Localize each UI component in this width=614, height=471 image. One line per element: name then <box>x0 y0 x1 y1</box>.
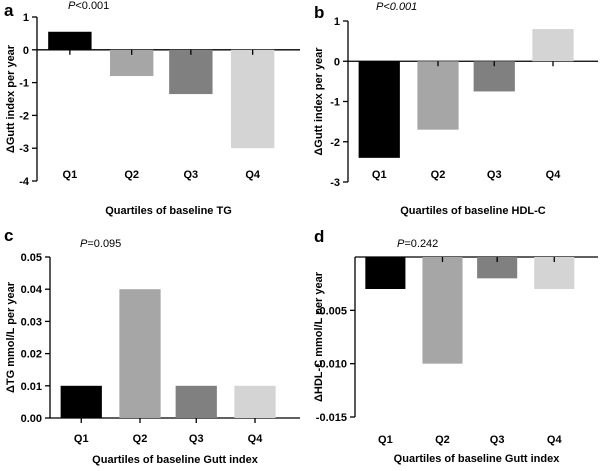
y-tick-label: -1 <box>19 78 29 90</box>
category-label-q1: Q1 <box>372 169 387 181</box>
y-tick-label: -1 <box>330 97 340 109</box>
category-label-q3: Q3 <box>184 169 199 181</box>
chart-panel-d: -0.005 -0.010 -0.015 Q1 Q2 Q3 Q4 Quartiles of b… <box>313 227 598 465</box>
category-label-q3: Q3 <box>487 169 502 181</box>
p-value-annotation: P=0.095 <box>80 238 121 250</box>
category-label-q1: Q1 <box>63 169 78 181</box>
category-label-q4: Q4 <box>245 169 261 181</box>
y-axis-label: ΔGutt index per year <box>5 44 17 153</box>
x-axis-label: Quartiles of baseline HDL-C <box>400 205 546 217</box>
bar-q2 <box>417 61 459 130</box>
y-axis-label: ΔGutt index per year <box>313 47 325 156</box>
panel-letter: d <box>314 227 324 246</box>
y-tick-label: 0.04 <box>21 284 43 296</box>
bar-q3 <box>473 61 515 92</box>
y-tick-label: 0.03 <box>21 316 42 328</box>
p-value-annotation: P<0.001 <box>376 1 417 13</box>
panel-letter: c <box>4 226 13 245</box>
bar-q3 <box>169 49 213 95</box>
p-value-text: =0.242 <box>404 238 438 250</box>
x-axis-label: Quartiles of baseline TG <box>105 205 232 217</box>
bar-q3 <box>175 385 217 418</box>
y-tick-label: -0.010 <box>316 359 347 371</box>
category-label-q4: Q4 <box>546 169 562 181</box>
y-tick-label: 0.00 <box>21 413 42 425</box>
panel-letter: b <box>314 3 324 22</box>
p-symbol: P <box>80 238 88 250</box>
p-value-annotation: P=0.242 <box>397 238 438 250</box>
y-tick-label: -2 <box>330 137 340 149</box>
bar-q2 <box>119 289 161 418</box>
panel-letter: a <box>4 1 14 20</box>
bar-q4 <box>532 29 574 62</box>
y-tick-label: -3 <box>330 177 340 189</box>
category-label-q4: Q4 <box>248 433 264 445</box>
bar-q4 <box>234 385 276 418</box>
chart-panel-a: 1 0 -1 -2 -3 -4 Q1 Q2 Q3 Q4 Quartiles of baseline … <box>4 0 300 217</box>
category-label-q1: Q1 <box>378 434 393 446</box>
p-symbol: P <box>68 0 76 12</box>
chart-panel-b: 1 0 -1 -2 -3 Q1 Q2 Q3 Q4 Quartiles of baseline HD… <box>313 1 598 217</box>
bar-q1 <box>48 31 92 50</box>
y-tick-label: 0.02 <box>21 349 42 361</box>
y-tick-label: -0.015 <box>316 412 347 424</box>
y-tick-label: 1 <box>334 16 340 28</box>
category-label-q4: Q4 <box>547 434 563 446</box>
p-symbol: P <box>397 238 405 250</box>
bar-q1 <box>365 257 406 289</box>
bar-q3 <box>477 257 518 279</box>
category-label-q2: Q2 <box>133 433 148 445</box>
p-value-annotation: P<0.001 <box>68 0 109 12</box>
y-tick-label: 0 <box>334 56 340 68</box>
category-label-q1: Q1 <box>74 433 89 445</box>
category-label-q3: Q3 <box>490 434 505 446</box>
y-tick-label: -2 <box>19 110 29 122</box>
bar-q1 <box>358 61 400 158</box>
y-tick-label: 0.01 <box>21 381 42 393</box>
y-tick-label: -3 <box>19 143 29 155</box>
p-value-text: <0.001 <box>383 1 417 13</box>
x-axis-label: Quartiles of baseline Gutt index <box>394 453 561 465</box>
y-tick-label: -0.005 <box>316 305 347 317</box>
category-label-q2: Q2 <box>124 169 139 181</box>
y-tick-label: 1 <box>23 12 29 24</box>
bar-q2 <box>422 257 463 364</box>
category-label-q2: Q2 <box>435 434 450 446</box>
x-axis-label: Quartiles of baseline Gutt index <box>92 454 259 466</box>
p-symbol: P <box>376 1 384 13</box>
bar-q4 <box>230 49 275 149</box>
y-axis-label: ΔHDL-C mmol/L per year <box>313 271 325 402</box>
chart-panel-c: 0.05 0.04 0.03 0.02 0.01 0.00 Q1 Q2 Q3 Q4 Quartile… <box>4 226 300 466</box>
p-value-text: <0.001 <box>75 0 109 12</box>
bar-q1 <box>60 385 102 418</box>
category-label-q3: Q3 <box>189 433 204 445</box>
y-tick-label: 0.05 <box>21 252 42 264</box>
y-axis-label: ΔTG mmol/L per year <box>5 281 17 393</box>
p-value-text: =0.095 <box>87 238 121 250</box>
category-label-q2: Q2 <box>431 169 446 181</box>
bar-q4 <box>534 257 575 289</box>
y-tick-label: 0 <box>23 45 29 57</box>
y-tick-label: -4 <box>19 176 30 188</box>
